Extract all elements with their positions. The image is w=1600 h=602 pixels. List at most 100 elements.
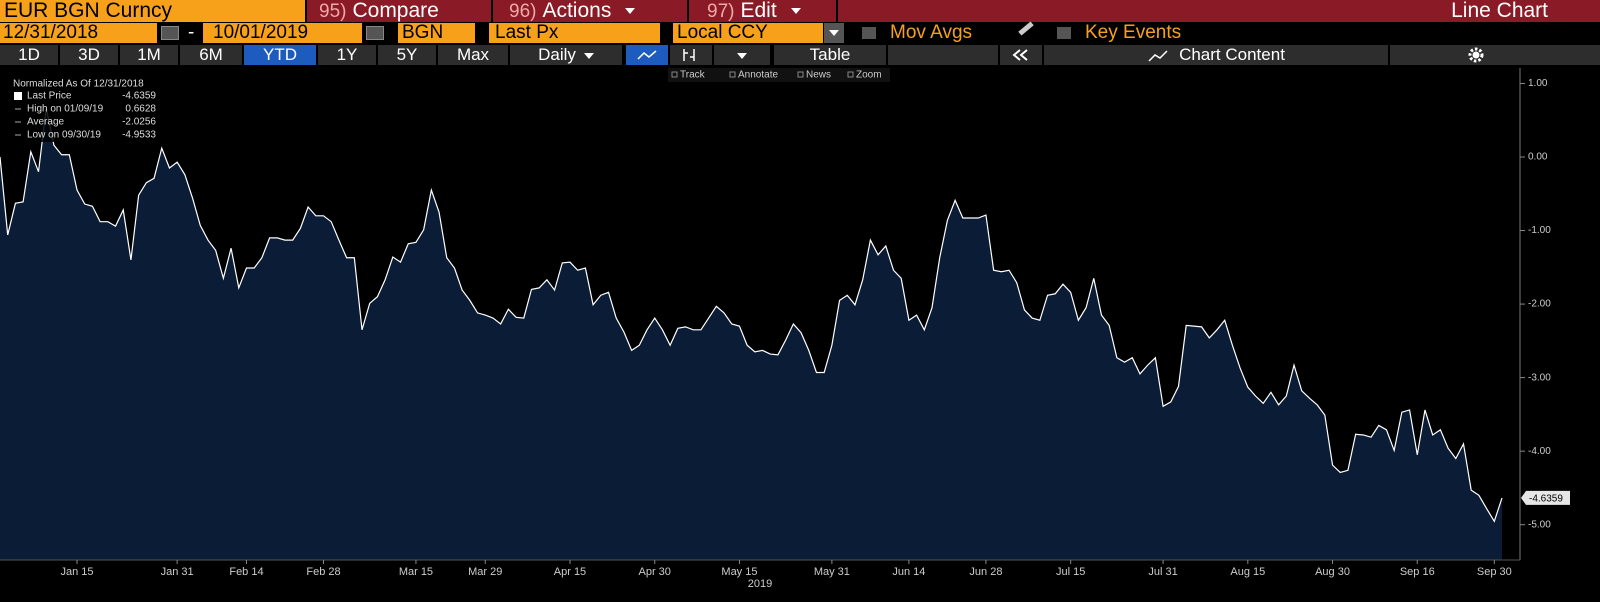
menu-label: Compare (352, 0, 439, 22)
range-button[interactable]: Max (438, 45, 508, 65)
content-label: Chart Content (1179, 45, 1285, 64)
start-date-field[interactable]: 12/31/2018 (0, 23, 157, 43)
tool-icon (671, 71, 678, 78)
legend-title: Normalized As Of 12/31/2018 (13, 79, 144, 90)
dropdown-caret (737, 52, 747, 59)
x-tick-label: Jun 28 (969, 566, 1002, 578)
x-tick-label: Sep 16 (1400, 566, 1435, 578)
legend-label: Last Price (27, 91, 72, 102)
legend-label: Average (27, 117, 65, 128)
last-price-label: -4.6359 (1529, 494, 1563, 505)
end-date: 10/01/2019 (213, 23, 309, 43)
price-line (0, 108, 1503, 523)
start-date: 12/31/2018 (3, 23, 99, 43)
menu-edit[interactable]: 97) Edit (689, 0, 836, 22)
currency-field[interactable]: BGN (398, 23, 475, 43)
menu-actions[interactable]: 96) Actions (493, 0, 687, 22)
gear-teeth (1468, 47, 1484, 63)
chart-tools: Track Annotate News Zoom (671, 70, 882, 81)
tool-label[interactable]: News (806, 70, 831, 81)
field-selector[interactable]: Last Px (489, 23, 660, 43)
option-label: Mov Avgs (890, 23, 973, 43)
field: Last Px (495, 23, 559, 43)
dropdown-caret (829, 29, 839, 36)
range-button[interactable]: 1Y (318, 45, 376, 65)
checkbox[interactable] (1057, 27, 1071, 39)
x-tick-label: Mar 29 (468, 566, 502, 578)
tool-label[interactable]: Annotate (738, 70, 778, 81)
x-tick-label: May 31 (814, 566, 850, 578)
legend-background (6, 76, 162, 142)
x-tick-label: Aug 30 (1315, 566, 1350, 578)
separator: - (188, 23, 195, 43)
currency-mode-field[interactable]: Local CCY (673, 23, 823, 43)
frequency-dropdown[interactable]: Daily (510, 45, 622, 65)
range-button[interactable]: 6M (180, 45, 242, 65)
table-button[interactable]: Table (774, 45, 886, 65)
x-tick-label: Jan 31 (161, 566, 194, 578)
chart-tools-bar (668, 68, 890, 82)
checkbox[interactable] (862, 27, 876, 39)
tool-icon (729, 71, 736, 78)
view-title: Line Chart (1451, 0, 1548, 22)
bar-icon (683, 49, 695, 61)
range-button[interactable]: 5Y (378, 45, 436, 65)
x-tick-label: May 15 (721, 566, 757, 578)
legend-value: -2.0256 (122, 117, 156, 128)
menu-label: Edit (740, 0, 777, 22)
range-button[interactable]: 1M (120, 45, 178, 65)
gear-hub (1472, 51, 1480, 59)
x-axis-year: 2019 (748, 578, 772, 590)
icon-stroke (1148, 49, 1168, 62)
tool-icon (797, 71, 804, 78)
chart-content-button[interactable]: Chart Content (1044, 45, 1388, 65)
toolbar-spacer (888, 45, 998, 65)
tool-label[interactable]: Zoom (856, 70, 882, 81)
y-tick-label: -1.00 (1528, 225, 1551, 236)
x-tick-label: Jan 15 (61, 566, 94, 578)
y-tick-label: -2.00 (1528, 299, 1551, 310)
icon-stroke (683, 49, 695, 61)
option-label: Key Events (1085, 23, 1182, 43)
bar-chart-button[interactable] (670, 45, 712, 65)
option-mov-avgs[interactable]: Mov Avgs (890, 23, 1015, 43)
y-tick-label: -3.00 (1528, 372, 1551, 383)
legend-label: High on 01/09/19 (27, 104, 104, 115)
x-tick-label: Mar 15 (399, 566, 433, 578)
menu-number: 95) (319, 1, 347, 22)
pencil-icon[interactable] (1018, 21, 1034, 36)
gear-icon (1468, 47, 1484, 63)
range-button[interactable]: 3D (60, 45, 118, 65)
security-field[interactable]: EUR BGN Curncy (0, 0, 305, 22)
menu-compare[interactable]: 95) Compare (307, 0, 491, 22)
dropdown-caret (625, 8, 636, 15)
range-button[interactable]: 1D (0, 45, 58, 65)
settings-button[interactable] (1390, 45, 1600, 65)
security-name: EUR BGN Curncy (4, 0, 173, 22)
x-tick-label: Apr 30 (639, 566, 671, 578)
option-key-events[interactable]: Key Events (1085, 23, 1235, 43)
end-date-field[interactable]: 10/01/2019 (203, 23, 362, 43)
calendar-icon[interactable] (161, 26, 179, 40)
collapse-button[interactable] (1000, 45, 1042, 65)
tool-label[interactable]: Track (680, 70, 706, 81)
menu-number: 96) (509, 1, 537, 22)
last-price-tag (1521, 490, 1570, 505)
calendar-icon[interactable] (366, 26, 384, 40)
table-label: Table (809, 45, 851, 64)
tool-icon (847, 71, 854, 78)
chart-type-dropdown[interactable] (714, 45, 770, 65)
x-tick-label: Aug 15 (1230, 566, 1265, 578)
line-chart-button[interactable] (626, 45, 668, 65)
date-separator: - (188, 23, 200, 43)
currency: BGN (402, 23, 444, 43)
chart: Track Annotate News Zoom Normalized As Of 1… (0, 66, 1600, 602)
y-tick-label: 0.00 (1528, 152, 1548, 163)
collapse-icon (1012, 49, 1028, 61)
currency-mode-dropdown[interactable] (824, 23, 844, 43)
x-tick-label: Jul 31 (1148, 566, 1177, 578)
range-button[interactable]: YTD (244, 45, 316, 65)
view-title-bar: Line Chart (838, 0, 1600, 22)
